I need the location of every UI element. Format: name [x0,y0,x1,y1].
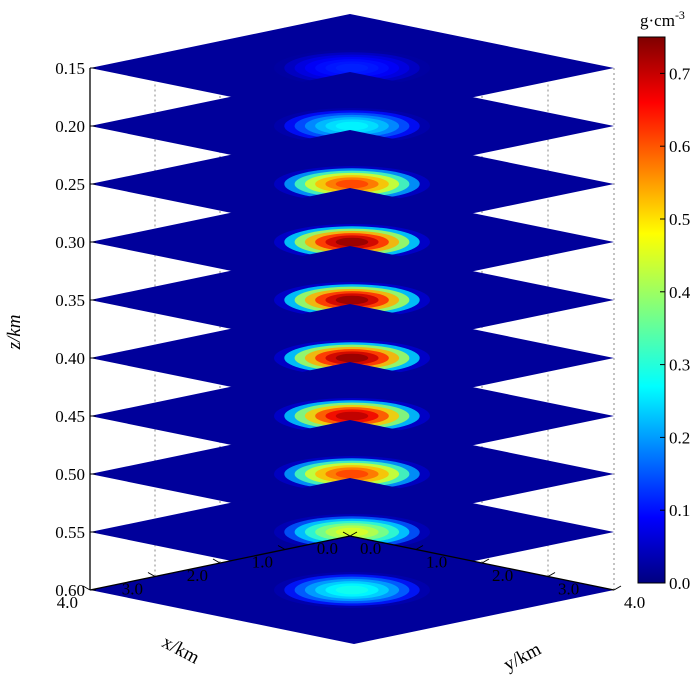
y-tick-mark [613,585,622,591]
y-tick-label: 0.0 [360,539,381,558]
anomaly-contour [335,295,369,305]
x-axis-label: x/km [158,632,203,669]
slice-0.20 [90,72,614,180]
axes: 0.15 0.20 0.25 0.30 0.35 0.40 0.45 0.50 0.55 0.60… [55,59,645,612]
colorbar-tick-label: 0.7 [669,64,691,83]
z-axis-title: z/km [4,315,25,351]
slice-0.30 [90,188,614,296]
y-axis-label: y/km [500,639,545,676]
slice-stack [90,14,614,644]
colorbar-tick-label: 0.5 [669,210,690,229]
slice-0.50 [90,420,614,528]
z-tick-label: 0.50 [55,465,85,484]
x-tick-mark [342,531,351,537]
colorbar-gradient [637,36,666,584]
colorbar-tick-label: 0.0 [669,574,690,593]
colorbar-ticks: 0.0 0.1 0.2 0.3 0.4 0.5 0.6 0.7 [660,64,691,593]
z-tick-label: 0.15 [55,59,85,78]
y-tick-mark [415,545,424,550]
colorbar-tick-label: 0.4 [669,283,691,302]
colorbar-unit-exponent: -3 [675,8,685,22]
x-tick-label: 2.0 [187,566,208,585]
z-tick-label: 0.35 [55,291,85,310]
slice-0.55 [90,478,614,586]
slice-0.60 [90,536,614,644]
anomaly-contour [335,585,369,595]
slice-0.40 [90,304,614,412]
anomaly-contour [335,237,369,247]
z-tick-label: 0.55 [55,523,85,542]
x-tick-label: 1.0 [252,553,273,572]
x-tick-mark [212,558,221,564]
y-tick-label: 3.0 [558,580,579,599]
y-tick-label: 2.0 [492,566,513,585]
x-tick-mark [147,572,156,577]
z-tick-label: 0.20 [55,117,85,136]
y-tick-mark [349,531,358,537]
slice-0.25 [90,130,614,238]
z-tick-label: 0.60 [55,581,85,600]
x-tick-label: 4.0 [57,593,78,612]
colorbar-unit: g·cm [640,11,675,30]
anomaly-contour [335,411,369,421]
colorbar-tick-label: 0.3 [669,356,690,375]
x-tick-mark [82,585,91,591]
anomaly-contour [335,179,369,189]
colorbar-tick-label: 0.2 [669,428,690,447]
y-tick-mark [481,558,490,564]
colorbar-tick-label: 0.1 [669,501,690,520]
y-tick-label: 4.0 [624,593,645,612]
colorbar-label: g·cm-3 [640,8,685,30]
anomaly-contour [335,121,369,131]
z-tick-label: 0.45 [55,407,85,426]
y-tick-label: 1.0 [426,553,447,572]
z-axis-label: z/km [4,315,25,351]
x-tick-mark [277,545,286,550]
anomaly-contour [335,469,369,479]
z-tick-label: 0.30 [55,233,85,252]
y-tick-mark [547,572,556,577]
x-tick-label: 0.0 [317,539,338,558]
colorbar: g·cm-3 0.0 0.1 0.2 0.3 0.4 0.5 0.6 0.7 [637,8,691,593]
slice-0.15 [90,14,614,122]
colorbar-tick-label: 0.6 [669,137,690,156]
z-tick-label: 0.25 [55,175,85,194]
z-tick-label: 0.40 [55,349,85,368]
anomaly-contour [335,527,369,537]
anomaly-contour [335,63,369,73]
x-tick-label: 3.0 [122,580,143,599]
slice-0.35 [90,246,614,354]
anomaly-contour [335,353,369,363]
slice-0.45 [90,362,614,470]
